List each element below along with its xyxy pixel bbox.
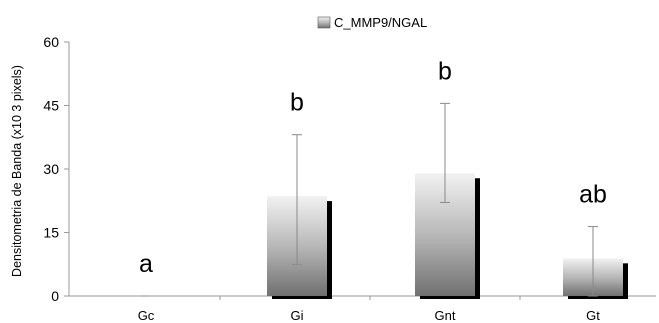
significance-label: a [139, 250, 153, 278]
legend-swatch [317, 16, 331, 29]
x-tick-label: Gc [138, 308, 155, 323]
significance-label: b [438, 57, 452, 85]
y-tick-label: 15 [43, 225, 59, 241]
x-tick-label: Gt [586, 308, 600, 323]
y-tick-label: 30 [43, 161, 59, 177]
y-axis-title: Densitometria de Banda (x10 3 pixels) [10, 65, 24, 277]
legend-label: C_MMP9/NGAL [334, 15, 427, 30]
y-tick-label: 0 [51, 288, 59, 304]
y-tick-label: 45 [43, 98, 59, 114]
x-tick-label: Gi [291, 308, 304, 323]
bars [267, 173, 628, 299]
y-tick-label: 60 [43, 34, 59, 50]
axes: 0 15 30 45 60 Gc Gi Gnt Gt [43, 34, 656, 323]
x-tick-label: Gnt [435, 308, 456, 323]
legend: C_MMP9/NGAL [317, 15, 427, 30]
error-bars [142, 102, 598, 297]
significance-label: b [290, 89, 304, 117]
significance-label: ab [579, 181, 607, 209]
